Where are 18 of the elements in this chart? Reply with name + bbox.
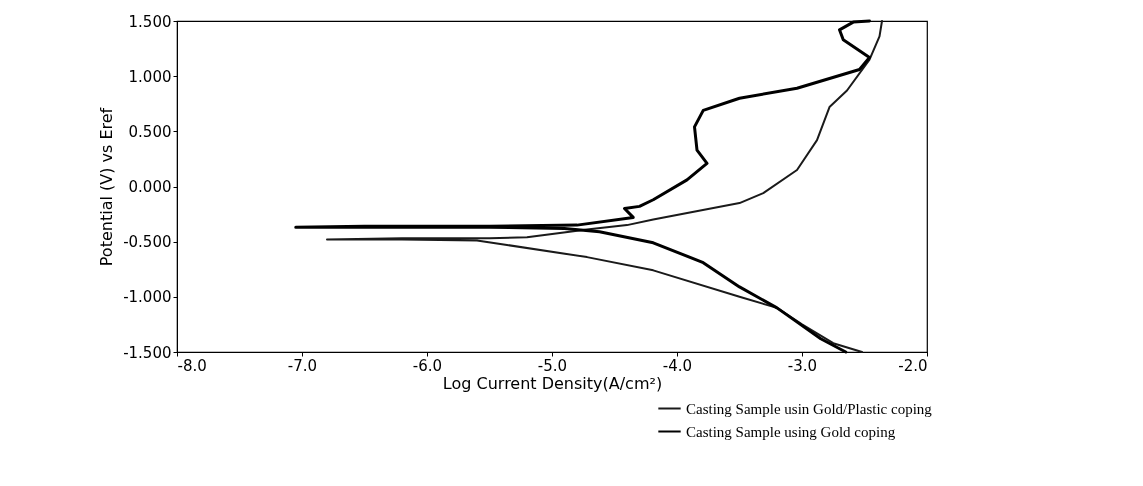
y-tick-label: 0.500: [128, 122, 172, 141]
y-tick-label: -0.500: [123, 233, 172, 252]
x-tick-label: -8.0: [177, 356, 207, 375]
y-tick-label: -1.000: [123, 288, 172, 307]
legend-label: Casting Sample usin Gold/Plastic coping: [686, 400, 933, 417]
y-tick-label: 0.000: [128, 178, 172, 196]
x-tick-label: -2.0: [898, 356, 928, 375]
x-axis-title: Log Current Density(A/cm²): [442, 373, 663, 393]
y-axis-title: Potential (V) vs Eref: [97, 107, 117, 267]
x-tick-label: -3.0: [787, 356, 818, 375]
x-tick-label: -4.0: [662, 356, 693, 375]
legend-label: Casting Sample using Gold coping: [686, 423, 896, 440]
x-tick-label: -7.0: [287, 356, 318, 375]
y-tick-label: -1.500: [123, 343, 172, 362]
y-tick-label: 1.000: [128, 67, 172, 86]
x-tick-label: -5.0: [537, 356, 568, 375]
y-tick-label: 1.500: [128, 12, 172, 31]
x-tick-label: -6.0: [412, 356, 443, 375]
